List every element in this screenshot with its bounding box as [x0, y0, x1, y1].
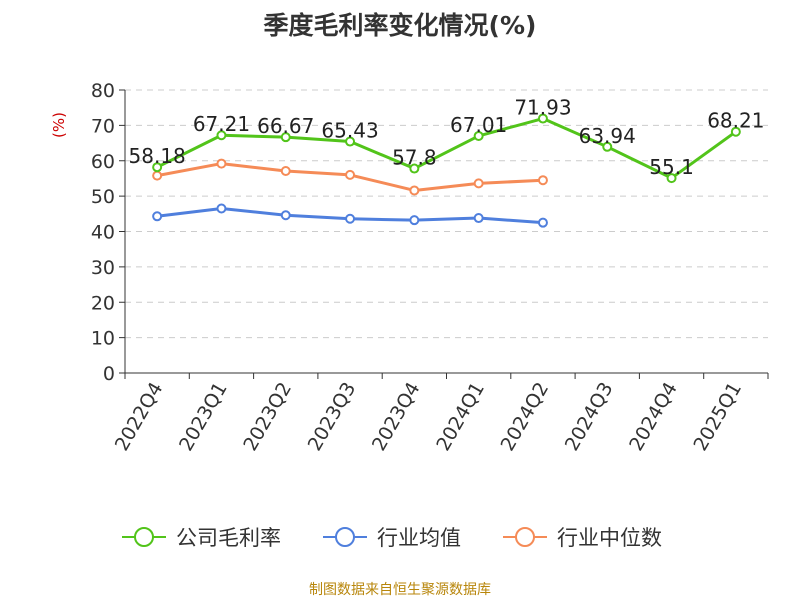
- x-tick-label: 2023Q1: [175, 379, 232, 455]
- x-tick-label: 2023Q2: [239, 379, 296, 455]
- legend-label: 行业中位数: [557, 526, 662, 550]
- y-tick-label: 80: [91, 80, 115, 102]
- data-label: 68.21: [707, 109, 764, 133]
- data-point: [216, 158, 227, 169]
- x-tick-labels: 2022Q4 2023Q1 2023Q2 2023Q3 2023Q4 2024Q1 2024…: [111, 379, 746, 455]
- data-point: [409, 185, 420, 196]
- x-tick-label: 2024Q3: [561, 379, 618, 455]
- x-tick-label: 2024Q1: [432, 379, 489, 455]
- data-point: [537, 113, 548, 124]
- y-axis-label: (%): [50, 112, 68, 138]
- y-tick-label: 30: [91, 257, 115, 279]
- data-point: [345, 213, 356, 224]
- x-tick-label: 2024Q2: [497, 379, 554, 455]
- data-label: 67.01: [450, 113, 507, 137]
- y-tick-label: 50: [91, 186, 115, 208]
- y-tick-label: 60: [91, 151, 115, 173]
- legend: 公司毛利率 行业均值 行业中位数: [122, 526, 662, 550]
- data-point: [152, 211, 163, 222]
- data-point: [666, 173, 677, 184]
- data-label: 63.94: [579, 124, 636, 148]
- x-tick-label: 2023Q3: [304, 379, 361, 455]
- data-point: [280, 210, 291, 221]
- data-point: [152, 162, 163, 173]
- data-point: [473, 130, 484, 141]
- y-tick-label: 20: [91, 292, 115, 314]
- grid-lines: [125, 89, 768, 339]
- data-point: [473, 178, 484, 189]
- source-note: 制图数据来自恒生聚源数据库: [309, 582, 491, 598]
- legend-label: 公司毛利率: [176, 526, 281, 550]
- y-tick-label: 70: [91, 115, 115, 137]
- legend-marker: [134, 527, 154, 547]
- series-layer: 58.18 67.21 66.67 65.43 57.8 67.01 71.93 63.94 5…: [129, 96, 764, 228]
- chart-title: 季度毛利率变化情况(%): [263, 11, 537, 40]
- data-point: [152, 170, 163, 181]
- data-label: 71.93: [514, 96, 571, 120]
- data-label: 58.18: [129, 144, 186, 168]
- data-point: [216, 130, 227, 141]
- data-point: [280, 166, 291, 177]
- data-point: [280, 132, 291, 143]
- y-tick-label: 40: [91, 222, 115, 244]
- data-label: 57.8: [392, 146, 437, 170]
- data-label: 65.43: [321, 119, 378, 143]
- data-point: [345, 169, 356, 180]
- series-line: [156, 117, 737, 180]
- data-point: [409, 163, 420, 174]
- x-tick-label: 2025Q1: [689, 379, 746, 455]
- data-point: [730, 126, 741, 137]
- x-tick-label: 2022Q4: [111, 379, 168, 455]
- data-point: [537, 217, 548, 228]
- data-point: [345, 136, 356, 147]
- axes: [119, 89, 769, 379]
- x-tick-label: 2024Q4: [625, 379, 682, 455]
- y-tick-label: 10: [91, 328, 115, 350]
- data-point: [537, 175, 548, 186]
- legend-marker: [515, 527, 535, 547]
- y-tick-labels: 0 10 20 30 40 50 60 70 80: [91, 80, 115, 385]
- data-point: [216, 203, 227, 214]
- data-label: 55.1: [649, 155, 694, 179]
- x-tick-label: 2023Q4: [368, 379, 425, 455]
- legend-label: 行业均值: [377, 526, 461, 550]
- legend-marker: [335, 527, 355, 547]
- data-point: [409, 215, 420, 226]
- y-tick-label: 0: [103, 363, 115, 385]
- data-point: [473, 213, 484, 224]
- data-label: 66.67: [257, 114, 314, 138]
- data-label: 67.21: [193, 112, 250, 136]
- data-point: [602, 141, 613, 152]
